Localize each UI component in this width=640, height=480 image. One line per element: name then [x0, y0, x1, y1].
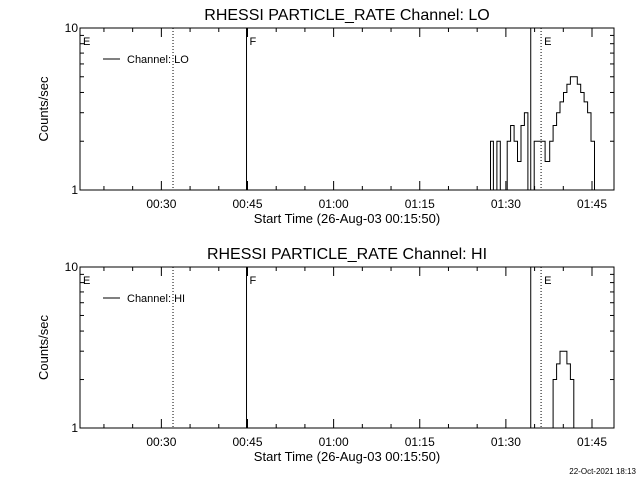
x-tick-label: 00:30	[146, 435, 176, 449]
x-tick-label: 00:30	[146, 197, 176, 211]
event-marker-label: E	[83, 275, 90, 287]
chart-panel-1: RHESSI PARTICLE_RATE Channel: LO 1 10 00:30…	[36, 7, 615, 226]
event-marker-label: E	[544, 36, 551, 48]
generation-timestamp: 22-Oct-2021 18:13	[569, 467, 636, 476]
x-tick-label: 01:15	[405, 197, 435, 211]
x-tick-label: 00:45	[232, 435, 262, 449]
event-marker-label: E	[544, 275, 551, 287]
x-tick-label: 01:00	[319, 435, 349, 449]
x-tick-label: 01:45	[577, 197, 607, 211]
event-marker-label: E	[83, 36, 90, 48]
y-tick-label: 10	[65, 21, 79, 35]
series-line-channel-lo	[490, 76, 595, 191]
x-tick-label: 01:45	[577, 435, 607, 449]
legend-label: Channel: HI	[127, 293, 185, 305]
chart-panel-2: RHESSI PARTICLE_RATE Channel: HI 1 10 00:30…	[36, 246, 615, 464]
y-tick-label: 1	[71, 183, 78, 197]
x-axis-label: Start Time (26-Aug-03 00:15:50)	[254, 211, 440, 226]
event-marker-label: F	[250, 275, 257, 287]
event-marker-label: F	[250, 36, 257, 48]
x-tick-label: 01:30	[491, 197, 521, 211]
x-tick-label: 01:15	[405, 435, 435, 449]
y-tick-label: 10	[65, 260, 79, 274]
y-tick-label: 1	[71, 421, 78, 435]
chart-title: RHESSI PARTICLE_RATE Channel: LO	[204, 7, 489, 24]
legend-label: Channel: LO	[127, 54, 189, 66]
x-tick-label: 01:00	[319, 197, 349, 211]
x-axis-label: Start Time (26-Aug-03 00:15:50)	[254, 449, 440, 464]
y-axis-label: Counts/sec	[36, 76, 51, 142]
plot-frame	[79, 266, 615, 429]
x-tick-label: 00:45	[232, 197, 262, 211]
y-axis-label: Counts/sec	[36, 314, 51, 380]
x-tick-label: 01:30	[491, 435, 521, 449]
series-line-channel-hi	[552, 350, 575, 428]
plot-frame	[79, 27, 615, 191]
chart-title: RHESSI PARTICLE_RATE Channel: HI	[207, 246, 487, 263]
